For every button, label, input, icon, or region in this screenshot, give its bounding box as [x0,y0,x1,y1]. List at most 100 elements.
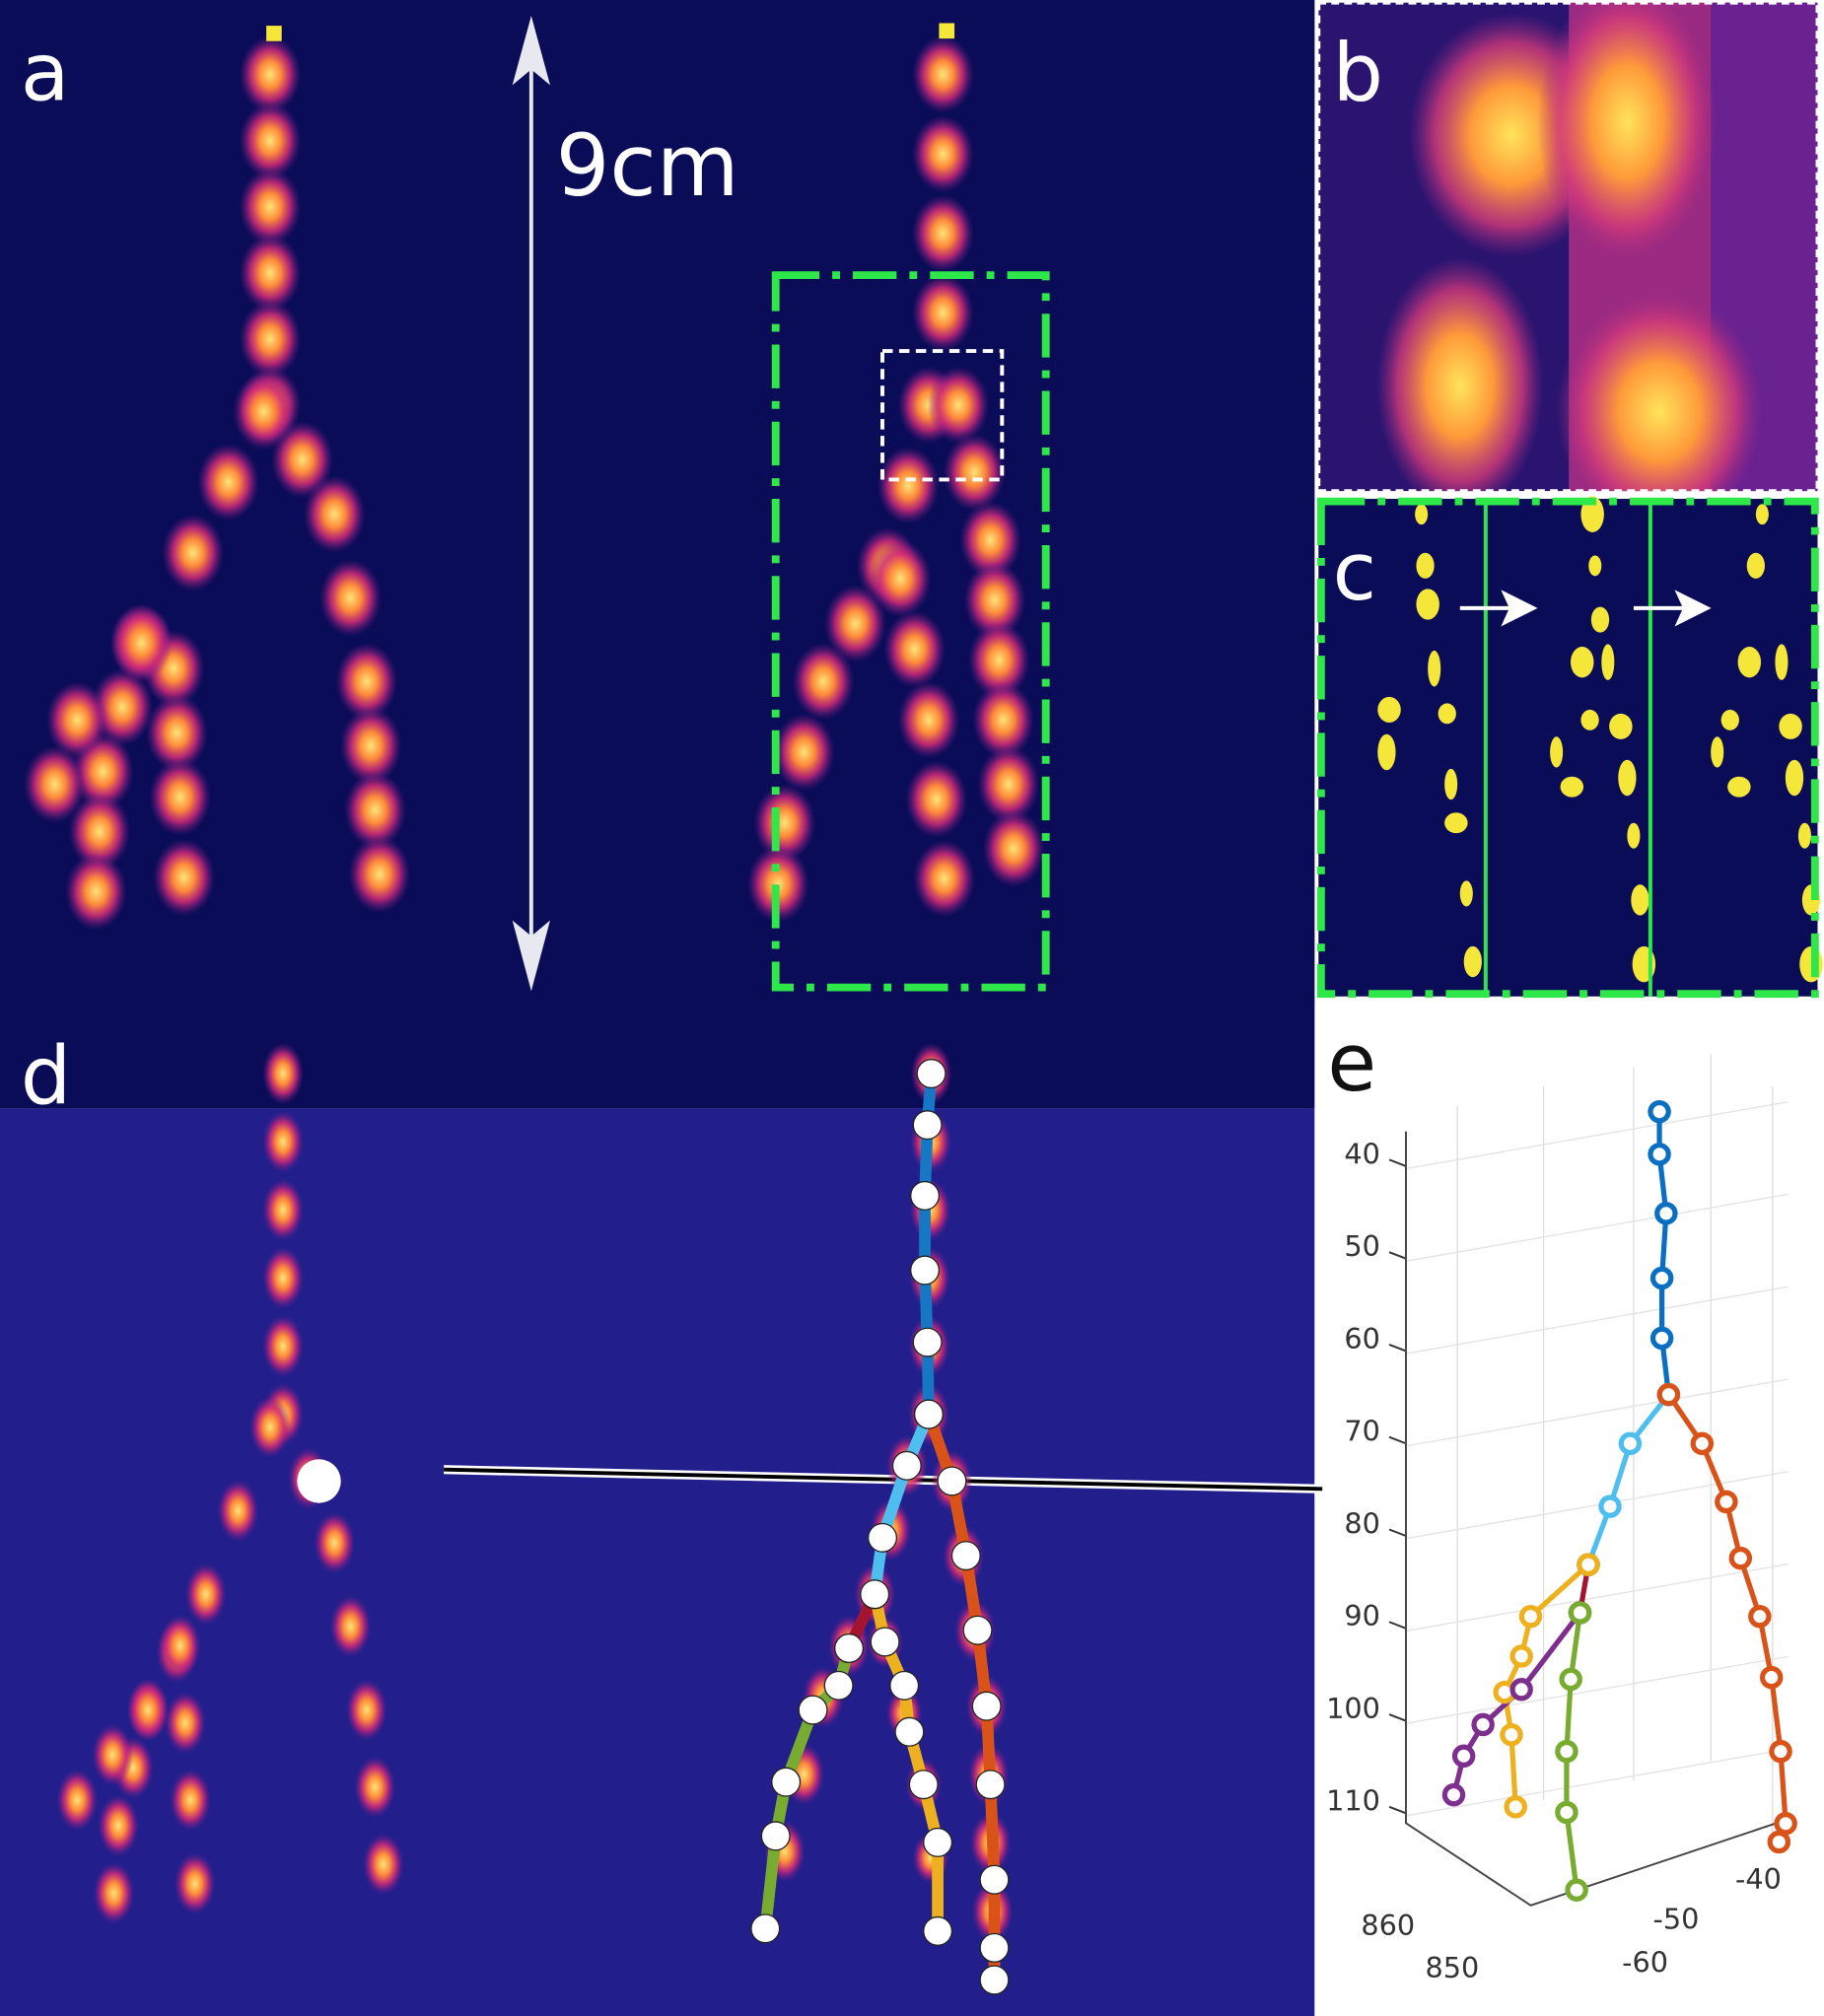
grid-line [1405,1378,1789,1447]
discharge-blob [344,771,406,849]
track-node [962,1615,993,1645]
discharge-blob [329,1595,372,1658]
series-marker [1451,1744,1476,1769]
y-tick-label: -40 [1735,1862,1782,1896]
binary-blob [1560,776,1584,798]
grid-line [1405,1193,1789,1262]
binary-blob [1720,709,1739,730]
binary-blob [1588,555,1602,577]
binary-blob [1570,647,1594,678]
panel-label-d: d [21,1030,71,1123]
series-marker [1649,1326,1674,1351]
track-node [979,1932,1010,1963]
time-arrow-icon [1633,590,1712,627]
x-tick-label: 860 [1361,1909,1415,1942]
track-node [891,1450,922,1481]
panel-e-3d-chart: 40 50 60 70 80 90 100 110 -60 -50 -40 850 860 [1326,1054,1797,1984]
discharge-blob [98,1794,139,1857]
series-marker [1471,1712,1495,1737]
discharge-blob [65,853,127,931]
discharge-blob [149,758,211,836]
series-marker [1555,1800,1578,1825]
series-marker [1500,1722,1523,1747]
z-tick-label: 80 [1344,1506,1380,1540]
series-marker [1769,1739,1792,1764]
series-marker [1648,1099,1671,1124]
grid-line [1405,1563,1789,1633]
grid-line [1405,1655,1789,1724]
discharge-blob [905,760,968,838]
binary-blob [1627,822,1641,849]
track-node [870,1627,900,1657]
z-tick [1388,1621,1407,1630]
branch-point-marker [297,1459,341,1503]
series-marker [1504,1795,1527,1819]
panel-a-streamer-image [24,35,1045,931]
binary-blob [1377,696,1401,723]
series-marker [1648,1143,1671,1166]
track-node [834,1633,865,1663]
z-tick-label: 90 [1344,1599,1380,1633]
discharge-blob [262,1042,304,1105]
grid-line [1405,1471,1789,1540]
series-marker [1767,1830,1791,1854]
discharge-blob [127,1679,169,1741]
series-marker [1748,1604,1772,1629]
grid-line [1405,1748,1789,1817]
series-marker [1656,1382,1681,1407]
discharge-blob [92,1723,134,1786]
discharge-blob [271,421,333,499]
discharge-blob [897,681,960,759]
z-tick [1388,1251,1407,1260]
panel-label-b: b [1333,28,1383,120]
z-tick-label: 70 [1344,1415,1380,1448]
discharge-blob [927,366,990,444]
roi-white-box [880,349,1005,482]
discharge-blob [249,1396,291,1458]
discharge-blob [110,603,173,682]
track-node [923,1915,953,1946]
series-marker [1774,1811,1797,1836]
discharge-blob [262,1247,304,1309]
binary-blob [1727,776,1751,798]
scale-bar-label: 9cm [556,117,739,216]
discharge-blob [162,514,225,591]
y-tick-label: -50 [1652,1902,1699,1935]
track-node [910,1180,941,1211]
discharge-blob [262,1178,304,1241]
binary-blob [1785,759,1804,797]
track-node [908,1770,939,1800]
discharge-blob [174,1852,216,1914]
binary-blob [1609,713,1633,739]
series-line [1585,1393,1671,1566]
discharge-blob [184,1563,227,1626]
discharge-blob [773,713,835,792]
discharge-blob [303,475,366,553]
discharge-blob [262,1110,304,1173]
z-tick-label: 40 [1344,1137,1380,1170]
series-marker [1518,1604,1543,1629]
binary-blob [1799,945,1823,983]
discharge-blob [339,707,402,785]
series-marker [1555,1739,1578,1764]
series-marker [1715,1490,1738,1514]
discharge-blob [912,274,974,352]
binary-blob [1377,733,1396,771]
roi-green-box [771,271,1050,992]
series-marker [1728,1546,1753,1570]
binary-blob [1438,703,1456,725]
electrode-marker-right [939,23,955,39]
discharge-blob [197,443,259,521]
discharge-blob [913,840,975,918]
binary-blob [1459,880,1473,907]
track-node [910,1255,941,1286]
series-marker [1509,1678,1533,1702]
time-arrow-icon [1459,590,1538,627]
scale-bar-arrow [512,16,551,992]
discharge-blob [56,1769,99,1832]
discharge-blob [869,539,932,618]
track-node [923,1827,953,1857]
binary-blob [1580,709,1599,730]
discharge-blob [977,745,1040,823]
